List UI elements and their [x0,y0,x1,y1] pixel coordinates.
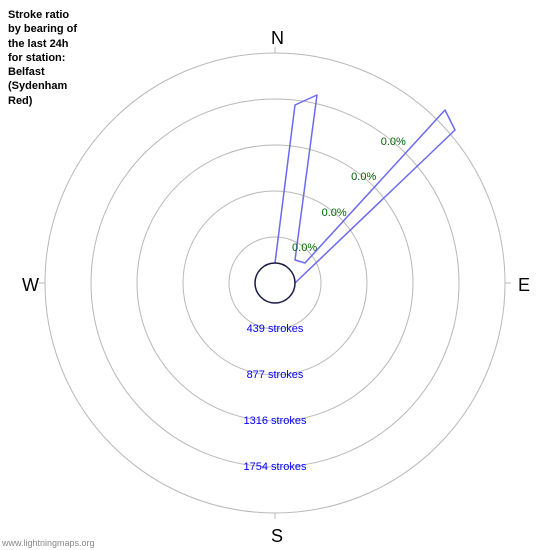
ratio-percent-label: 0.0% [322,207,347,219]
ratio-percent-label: 0.0% [292,242,317,254]
cardinal-s: S [271,526,283,547]
stroke-count-label: 1316 strokes [244,415,307,427]
center-circle [255,263,295,303]
ratio-percent-label: 0.0% [351,171,376,183]
cardinal-e: E [518,275,530,296]
ratio-percent-label: 0.0% [381,136,406,148]
cardinal-w: W [22,275,39,296]
cardinal-n: N [271,28,284,49]
stroke-count-label: 1754 strokes [244,461,307,473]
stroke-count-label: 439 strokes [247,323,304,335]
stroke-count-label: 877 strokes [247,369,304,381]
bearing-petals [275,95,455,283]
